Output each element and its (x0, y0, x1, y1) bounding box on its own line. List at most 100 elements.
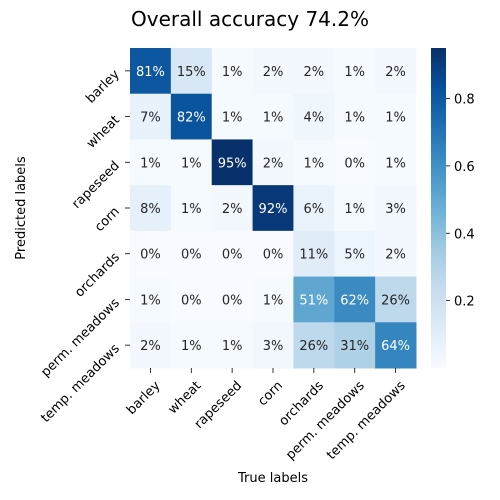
heatmap-cell (293, 322, 335, 369)
heatmap-cell (375, 276, 417, 323)
heatmap-cell (252, 322, 294, 369)
heatmap-cell (375, 139, 417, 186)
heatmap-cell (170, 139, 213, 186)
heatmap-cell (334, 322, 376, 369)
heatmap-cell (252, 276, 294, 323)
heatmap-cell (334, 276, 376, 323)
cell-value-label: 0% (140, 248, 161, 263)
heatmap-cell (130, 185, 172, 232)
cell-value-label: 1% (222, 65, 243, 80)
heatmap-cell (375, 322, 417, 369)
heatmap-cell (375, 185, 417, 232)
heatmap-cell (170, 230, 213, 278)
heatmap-cell (293, 48, 335, 95)
heatmap-cell (170, 93, 213, 140)
heatmap-cell (334, 185, 376, 232)
y-axis-label: Predicted labels (14, 156, 29, 260)
heatmap-cell (130, 276, 172, 323)
heatmap-cell (375, 48, 417, 95)
heatmap-cell (170, 185, 213, 232)
cell-value-label: 1% (263, 293, 284, 308)
cell-value-label: 1% (181, 202, 202, 217)
cell-value-label: 1% (344, 202, 365, 217)
cell-value-label: 1% (344, 111, 365, 126)
heatmap-cell (293, 185, 335, 232)
cell-value-label: 0% (222, 248, 243, 263)
cell-value-label: 8% (140, 202, 161, 217)
x-tick-label: temp. meadows (324, 378, 409, 463)
y-tick-label: corn (92, 204, 123, 235)
cell-value-label: 0% (222, 293, 243, 308)
heatmap-cell (130, 230, 172, 278)
cell-value-label: 7% (140, 111, 161, 126)
heatmap-cell (211, 230, 254, 278)
cell-value-label: 1% (181, 156, 202, 171)
cell-value-label: 1% (140, 293, 161, 308)
chart-title: Overall accuracy 74.2% (131, 7, 369, 31)
cell-value-label: 62% (340, 293, 369, 308)
x-axis-label: True labels (237, 471, 308, 486)
heatmap-cell (252, 48, 294, 95)
heatmap-cell (293, 276, 335, 323)
cell-value-label: 6% (304, 202, 325, 217)
y-tick-label: temp. meadows (38, 341, 123, 426)
cell-value-label: 1% (304, 156, 325, 171)
heatmap-cells: 81% 15% 1% 2% 2% 1% 2% 7% 82% 1% 1% 4% 1% 1% 1% 1% 95% 2%… (130, 48, 417, 369)
colorbar-tick-label: 0.6 (454, 160, 475, 175)
cell-value-label: 5% (344, 248, 365, 263)
cell-value-label: 4% (304, 111, 325, 126)
x-tick-label: barley (124, 378, 164, 418)
heatmap-cell (211, 48, 254, 95)
cell-value-label: 0% (263, 248, 284, 263)
cell-value-label: 0% (181, 248, 202, 263)
y-tick-label: orchards (72, 250, 123, 301)
heatmap-cell (293, 230, 335, 278)
cell-value-label: 26% (381, 293, 410, 308)
heatmap-cell (334, 230, 376, 278)
cell-value-label: 31% (340, 339, 369, 354)
cell-value-label: 2% (385, 248, 406, 263)
heatmap-cell (375, 230, 417, 278)
colorbar (431, 48, 446, 368)
cell-value-label: 95% (218, 156, 247, 171)
y-tick-label: wheat (84, 113, 123, 152)
heatmap-cell (211, 185, 254, 232)
cell-value-label: 11% (299, 248, 328, 263)
heatmap-cell (252, 185, 294, 232)
heatmap-cell (211, 139, 254, 186)
cell-value-label: 2% (222, 202, 243, 217)
cell-value-label: 2% (263, 65, 284, 80)
heatmap-cell (170, 276, 213, 323)
heatmap-cell (252, 139, 294, 186)
cell-value-label: 1% (222, 111, 243, 126)
cell-value-label: 92% (259, 202, 288, 217)
heatmap-cell (130, 93, 172, 140)
cell-value-label: 81% (136, 65, 165, 80)
cell-value-label: 0% (344, 156, 365, 171)
heatmap-cell (375, 93, 417, 140)
heatmap-cell (211, 93, 254, 140)
cell-value-label: 3% (263, 339, 284, 354)
cell-value-label: 1% (385, 111, 406, 126)
cell-value-label: 3% (385, 202, 406, 217)
heatmap-cell (252, 93, 294, 140)
colorbar-tick-label: 0.8 (454, 93, 475, 108)
y-tick-label: rapeseed (69, 159, 122, 212)
cell-value-label: 64% (381, 339, 410, 354)
heatmap-cell (293, 93, 335, 140)
cell-value-label: 1% (344, 65, 365, 80)
cell-value-label: 2% (385, 65, 406, 80)
heatmap-cell (334, 93, 376, 140)
x-tick-label: corn (255, 378, 286, 409)
heatmap-cell (293, 139, 335, 186)
cell-value-label: 2% (304, 65, 325, 80)
heatmap-cell (130, 322, 172, 369)
y-tick-label: barley (83, 67, 123, 107)
colorbar-tick-label: 0.2 (454, 295, 475, 310)
cell-value-label: 1% (385, 156, 406, 171)
cell-value-label: 2% (263, 156, 284, 171)
x-tick-label: wheat (165, 378, 204, 417)
cell-value-label: 1% (222, 339, 243, 354)
cell-value-label: 82% (177, 111, 206, 126)
